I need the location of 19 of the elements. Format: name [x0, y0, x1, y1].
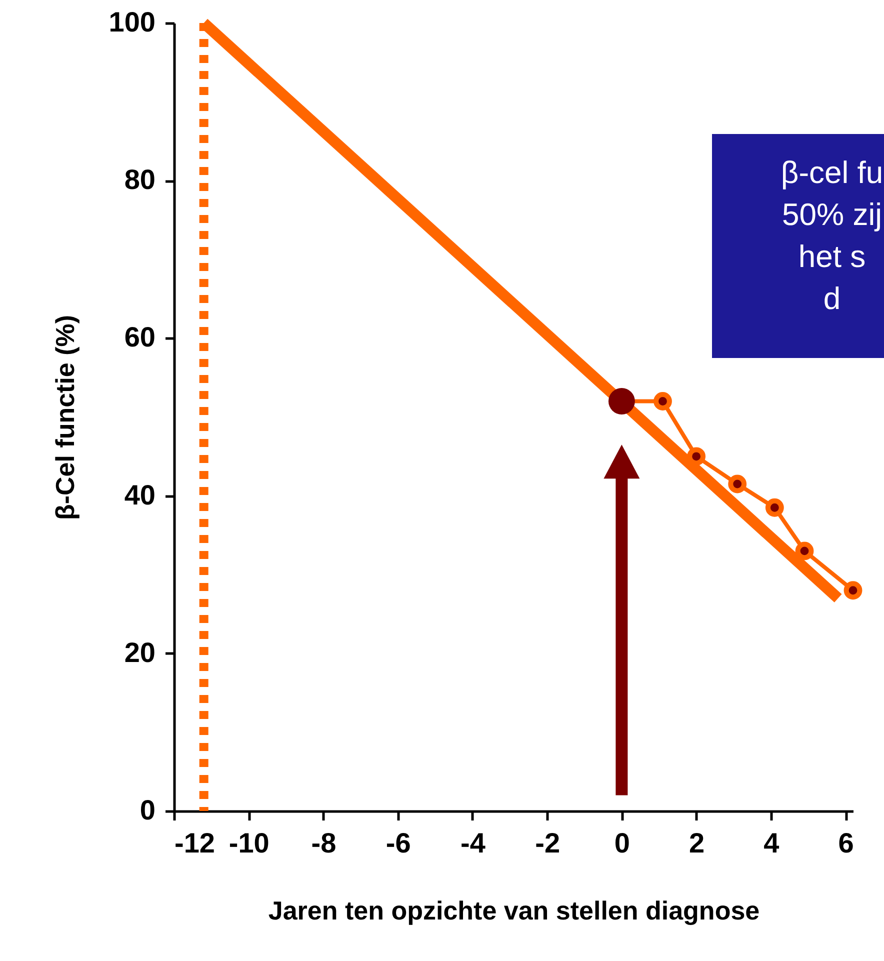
- x-tick-label: 0: [614, 828, 630, 858]
- x-tick-label: -12: [174, 828, 215, 858]
- x-tick-label: 6: [838, 828, 854, 858]
- y-tick-label: 40: [124, 479, 156, 510]
- y-axis-title: β-Cel functie (%): [50, 314, 80, 520]
- x-axis-title: Jaren ten opzichte van stellen diagnose: [268, 896, 760, 926]
- text-box: β-cel fu 50% zij het s d: [712, 134, 884, 358]
- x-tick-label: 2: [689, 828, 705, 858]
- y-tick-label: 60: [124, 322, 156, 353]
- x-tick-label: -10: [228, 828, 270, 858]
- x-tick-label: -8: [311, 828, 336, 858]
- y-tick-label: 20: [124, 636, 156, 668]
- x-tick-label: -6: [386, 828, 411, 858]
- x-tick-label: 4: [764, 828, 780, 858]
- y-tick-label: 80: [124, 164, 156, 196]
- y-tick-label: 100: [108, 6, 156, 38]
- y-tick-label: 0: [140, 794, 156, 826]
- x-tick-label: -2: [535, 828, 560, 858]
- x-tick-label: -4: [460, 828, 486, 858]
